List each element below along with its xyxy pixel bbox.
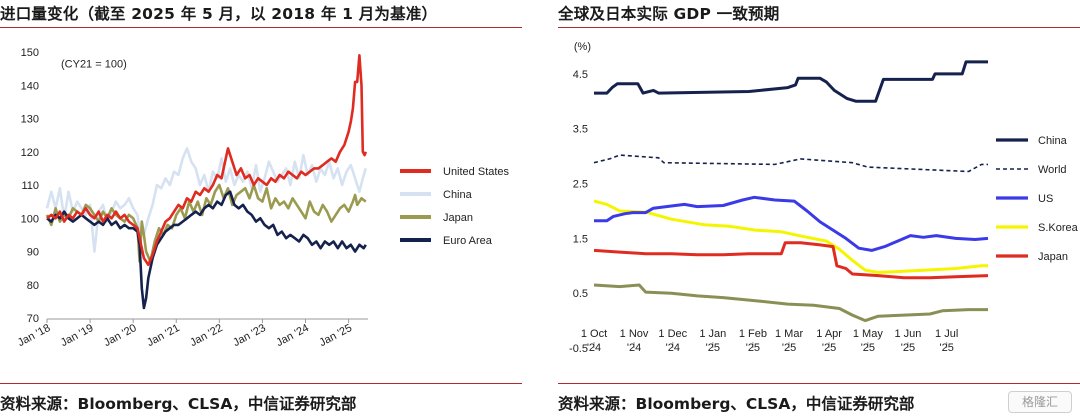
x-tick-label: 1 Dec <box>658 328 687 340</box>
x-tick-label: 1 Jun <box>894 328 921 340</box>
right-source-rule <box>558 383 1080 384</box>
series-line-japan <box>593 241 989 280</box>
chart-unit-note: (CY21 = 100) <box>61 58 127 70</box>
series-line-china <box>594 60 988 103</box>
y-tick-label: 0.5 <box>573 288 588 300</box>
x-tick-year: '25 <box>822 342 836 354</box>
x-tick-year: '25 <box>861 342 875 354</box>
y-tick-label: 70 <box>27 313 39 325</box>
y-tick-label: 130 <box>21 114 39 126</box>
y-unit-label: (%) <box>574 41 591 53</box>
x-tick-year: '24 <box>666 342 680 354</box>
y-tick-label: 80 <box>27 280 39 292</box>
left-chart-title: 进口量变化（截至 2025 年 5 月，以 2018 年 1 月为基准） <box>0 5 438 23</box>
x-tick-year: '25 <box>746 342 760 354</box>
y-tick-label: -0.5 <box>569 343 588 355</box>
x-tick-label: 1 May <box>853 328 883 340</box>
y-tick-label: 150 <box>21 47 39 59</box>
x-tick-year: '25 <box>782 342 796 354</box>
x-tick-label: 1 Oct <box>581 328 607 340</box>
x-tick-label: Jan '19 <box>59 322 96 349</box>
x-tick-year: '24 <box>587 342 601 354</box>
left-source-rule <box>0 383 522 384</box>
y-tick-label: 90 <box>27 247 39 259</box>
series-line-united-states <box>46 54 368 267</box>
series-line-others <box>593 283 988 323</box>
watermark-logo: 格隆汇 <box>1008 391 1072 413</box>
x-tick-label: 1 Apr <box>816 328 842 340</box>
x-tick-year: '25 <box>706 342 720 354</box>
y-tick-label: 100 <box>21 213 39 225</box>
right-line-chart: (%) -0.5 0.5 1.5 2.5 3.5 4.5 1 Oct '24 1 Nov '24 1 … <box>569 41 1079 355</box>
x-tick-label: 1 Nov <box>620 328 649 340</box>
series-line-china <box>45 147 368 253</box>
x-tick-label: Jan '20 <box>102 322 139 349</box>
legend-label-us: US <box>1038 193 1053 205</box>
x-tick-label: 1 Jan <box>699 328 726 340</box>
x-tick-label: Jan '25 <box>317 322 354 349</box>
y-tick-label: 140 <box>21 80 39 92</box>
legend-label-united-states: United States <box>443 166 510 178</box>
series-line-s-korea <box>593 199 988 274</box>
right-chart-title: 全球及日本实际 GDP 一致预期 <box>558 5 780 23</box>
series-line-japan <box>45 183 367 263</box>
left-chart-panel: 进口量变化（截至 2025 年 5 月，以 2018 年 1 月为基准） 70 8… <box>0 0 525 416</box>
x-tick-year: '25 <box>939 342 953 354</box>
x-tick-label: Jan '24 <box>274 322 311 349</box>
y-tick-label: 4.5 <box>573 69 588 81</box>
series-line-euro-area <box>46 190 367 310</box>
y-tick-label: 3.5 <box>573 124 588 136</box>
y-tick-label: 110 <box>21 180 39 192</box>
right-source-note: 资料来源：Bloomberg、CLSA，中信证券研究部 <box>558 395 915 413</box>
legend-label-china: China <box>1038 135 1068 147</box>
left-title-rule <box>0 27 522 28</box>
y-tick-label: 120 <box>21 147 39 159</box>
y-tick-label: 1.5 <box>573 233 588 245</box>
x-tick-label: Jan '18 <box>16 322 53 349</box>
legend-label-japan: Japan <box>443 212 473 224</box>
x-tick-year: '25 <box>901 342 915 354</box>
x-tick-label: Jan '21 <box>145 322 182 349</box>
x-tick-label: 1 Feb <box>739 328 767 340</box>
legend-label-world: World <box>1038 164 1067 176</box>
right-title-rule <box>558 27 1080 28</box>
left-source-note: 资料来源：Bloomberg、CLSA，中信证券研究部 <box>0 395 357 413</box>
x-tick-label: 1 Mar <box>775 328 803 340</box>
legend-label-s-korea: S.Korea <box>1038 222 1079 234</box>
x-tick-year: '24 <box>627 342 641 354</box>
series-line-us <box>594 195 989 252</box>
x-tick-label: Jan '22 <box>188 322 225 349</box>
right-chart-panel: 全球及日本实际 GDP 一致预期 (%) -0.5 0.5 1.5 2.5 3.5 4.5 1… <box>558 0 1080 416</box>
x-tick-label: Jan '23 <box>231 322 268 349</box>
legend-label-euro-area: Euro Area <box>443 235 493 247</box>
legend-label-china: China <box>443 189 473 201</box>
y-tick-label: 2.5 <box>573 179 588 191</box>
series-line-world <box>593 154 988 173</box>
legend-label-japan: Japan <box>1038 251 1068 263</box>
x-tick-label: 1 Jul <box>935 328 958 340</box>
